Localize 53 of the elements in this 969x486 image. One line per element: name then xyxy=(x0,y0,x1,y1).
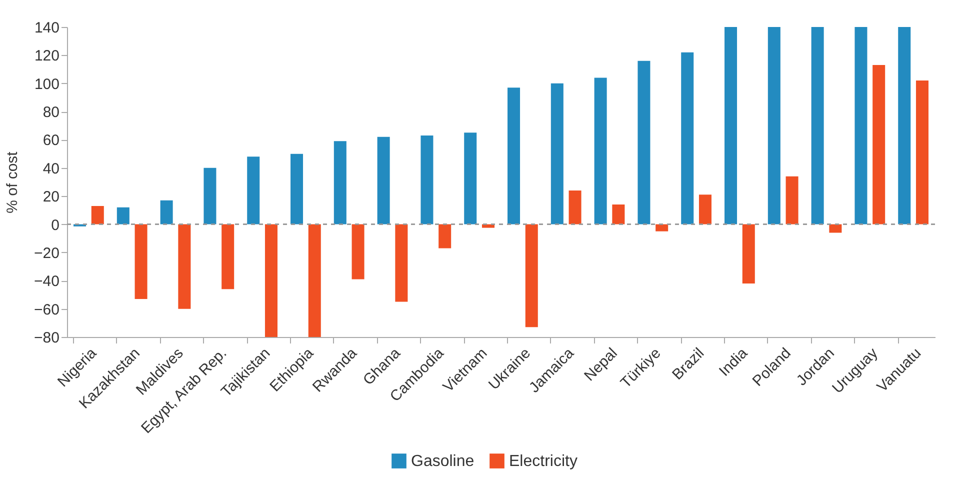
y-axis-title: % of cost xyxy=(4,150,22,214)
y-tick-label: 60 xyxy=(42,132,60,150)
y-tick-label: 100 xyxy=(34,76,60,93)
bar xyxy=(508,88,520,224)
bar xyxy=(829,224,842,233)
legend-label: Gasoline xyxy=(411,453,474,470)
bar xyxy=(698,194,712,224)
bar xyxy=(854,27,868,224)
bar xyxy=(334,141,346,224)
y-tick-label: −20 xyxy=(34,244,60,262)
bar xyxy=(638,60,650,224)
y-tick-label: 80 xyxy=(42,104,60,122)
bar xyxy=(786,176,798,224)
bar xyxy=(290,154,304,224)
y-tick-label: 140 xyxy=(34,20,60,36)
bar xyxy=(91,206,104,224)
bar xyxy=(308,224,321,337)
bar xyxy=(724,27,738,224)
bar xyxy=(160,200,173,224)
bar xyxy=(550,83,564,224)
bar xyxy=(525,224,538,328)
y-tick-label: −80 xyxy=(34,330,60,346)
y-tick-label: −60 xyxy=(34,301,60,318)
bar xyxy=(916,80,928,224)
bar xyxy=(681,52,694,224)
bar xyxy=(178,224,191,309)
y-tick-label: −40 xyxy=(34,273,60,290)
bar xyxy=(594,78,607,224)
bar xyxy=(395,224,408,302)
bar xyxy=(464,132,477,224)
bar xyxy=(134,224,148,299)
bar xyxy=(222,224,234,290)
bar xyxy=(204,168,216,224)
bar xyxy=(768,27,780,224)
bar xyxy=(872,65,886,224)
bar xyxy=(742,224,755,284)
bar xyxy=(438,224,452,248)
y-tick-label: 20 xyxy=(42,188,60,206)
bar xyxy=(656,224,668,232)
y-tick-label: 40 xyxy=(42,160,60,178)
bar xyxy=(420,136,434,224)
bar xyxy=(612,204,625,224)
bar xyxy=(116,207,130,224)
legend-label: Electricity xyxy=(509,453,578,470)
bar xyxy=(264,224,278,337)
bar xyxy=(377,136,390,224)
bar xyxy=(811,27,824,224)
bar xyxy=(247,156,260,224)
y-tick-label: 120 xyxy=(34,48,60,65)
bar xyxy=(898,27,911,224)
y-tick-label: 0 xyxy=(51,216,60,234)
bar xyxy=(352,224,364,280)
bar xyxy=(568,190,582,224)
